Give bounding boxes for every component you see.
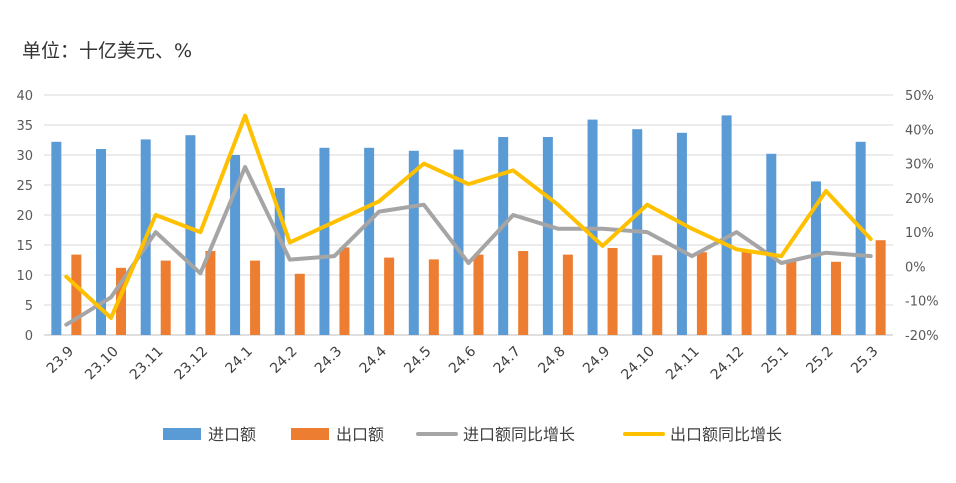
x-tick-label: 25.3	[848, 344, 881, 377]
bar-export	[116, 267, 127, 335]
x-tick-label: 24.11	[663, 344, 703, 384]
bar-export	[160, 260, 171, 335]
y-left-tick-label: 40	[16, 89, 33, 104]
y-right-tick-label: 50%	[905, 89, 934, 104]
bar-export	[428, 259, 439, 335]
bar-export	[205, 251, 216, 335]
bar-import	[855, 141, 866, 335]
bar-export	[71, 254, 82, 335]
y-left-tick-label: 5	[25, 299, 33, 314]
y-left-tick-label: 25	[16, 179, 33, 194]
bar-export	[786, 260, 797, 335]
y-left-tick-label: 10	[16, 269, 33, 284]
legend-swatch	[291, 428, 329, 440]
legend-label: 出口额	[336, 425, 384, 444]
x-tick-label: 24.5	[401, 344, 434, 377]
series-line-export-yoy	[64, 113, 873, 320]
bar-import	[766, 153, 777, 335]
y-left-tick-label: 0	[25, 329, 33, 344]
y-left-tick-label: 15	[16, 239, 33, 254]
bar-export	[562, 254, 573, 335]
x-tick-label: 23.12	[172, 344, 212, 384]
bar-import	[364, 147, 375, 335]
legend-label: 进口额	[208, 425, 256, 444]
bar-import	[230, 155, 241, 335]
x-tick-label: 24.12	[708, 344, 748, 384]
y-right-tick-label: -20%	[905, 329, 939, 344]
y-left-tick-label: 35	[16, 119, 33, 134]
bar-export	[250, 260, 261, 335]
x-tick-label: 23.11	[127, 344, 167, 384]
legend-label: 出口额同比增长	[670, 425, 782, 444]
bar-import	[498, 137, 509, 335]
bar-import	[319, 147, 330, 335]
x-tick-label: 25.2	[803, 344, 836, 377]
x-tick-label: 24.10	[618, 344, 658, 384]
y-right-tick-label: 40%	[905, 123, 934, 138]
bar-import	[185, 135, 196, 335]
y-left-tick-label: 30	[16, 149, 33, 164]
unit-label: 单位：十亿美元、%	[22, 40, 193, 62]
x-tick-label: 24.7	[491, 344, 524, 377]
x-tick-label: 24.2	[267, 344, 300, 377]
bar-import	[51, 141, 62, 335]
bar-export	[518, 251, 529, 335]
legend-label: 进口额同比增长	[463, 425, 575, 444]
bar-import	[274, 188, 285, 335]
bar-import	[542, 137, 553, 335]
x-tick-label: 24.3	[312, 344, 345, 377]
x-tick-label: 24.8	[535, 344, 568, 377]
bar-export	[652, 255, 663, 335]
bar-export	[875, 240, 886, 335]
x-tick-label: 24.6	[446, 343, 479, 376]
x-tick-label: 24.4	[357, 343, 390, 376]
y-right-tick-label: 30%	[905, 158, 934, 173]
bar-export	[741, 249, 752, 335]
series-line-import-yoy	[64, 165, 873, 327]
bar-export	[830, 261, 841, 335]
bar-import	[810, 181, 821, 335]
y-right-tick-label: 0%	[905, 260, 926, 275]
y-right-tick-label: 10%	[905, 226, 934, 241]
x-tick-label: 24.1	[223, 344, 256, 377]
x-tick-label: 23.10	[82, 344, 122, 384]
x-tick-label: 24.9	[580, 344, 613, 377]
bar-import	[408, 150, 419, 335]
y-right-tick-label: 20%	[905, 192, 934, 207]
x-tick-label: 23.9	[44, 344, 77, 377]
bar-export	[294, 273, 305, 335]
bar-export	[696, 252, 707, 335]
y-right-tick-label: -10%	[905, 295, 939, 310]
bar-import	[721, 115, 732, 336]
bar-export	[607, 248, 618, 335]
bar-export	[384, 257, 395, 335]
x-tick-label: 25.1	[759, 344, 792, 377]
bar-import	[453, 149, 464, 335]
y-left-tick-label: 20	[16, 209, 33, 224]
bar-export	[339, 247, 350, 335]
legend-swatch	[163, 428, 201, 440]
bar-import	[676, 132, 687, 335]
bar-export	[473, 254, 484, 335]
bar-import	[96, 149, 107, 335]
